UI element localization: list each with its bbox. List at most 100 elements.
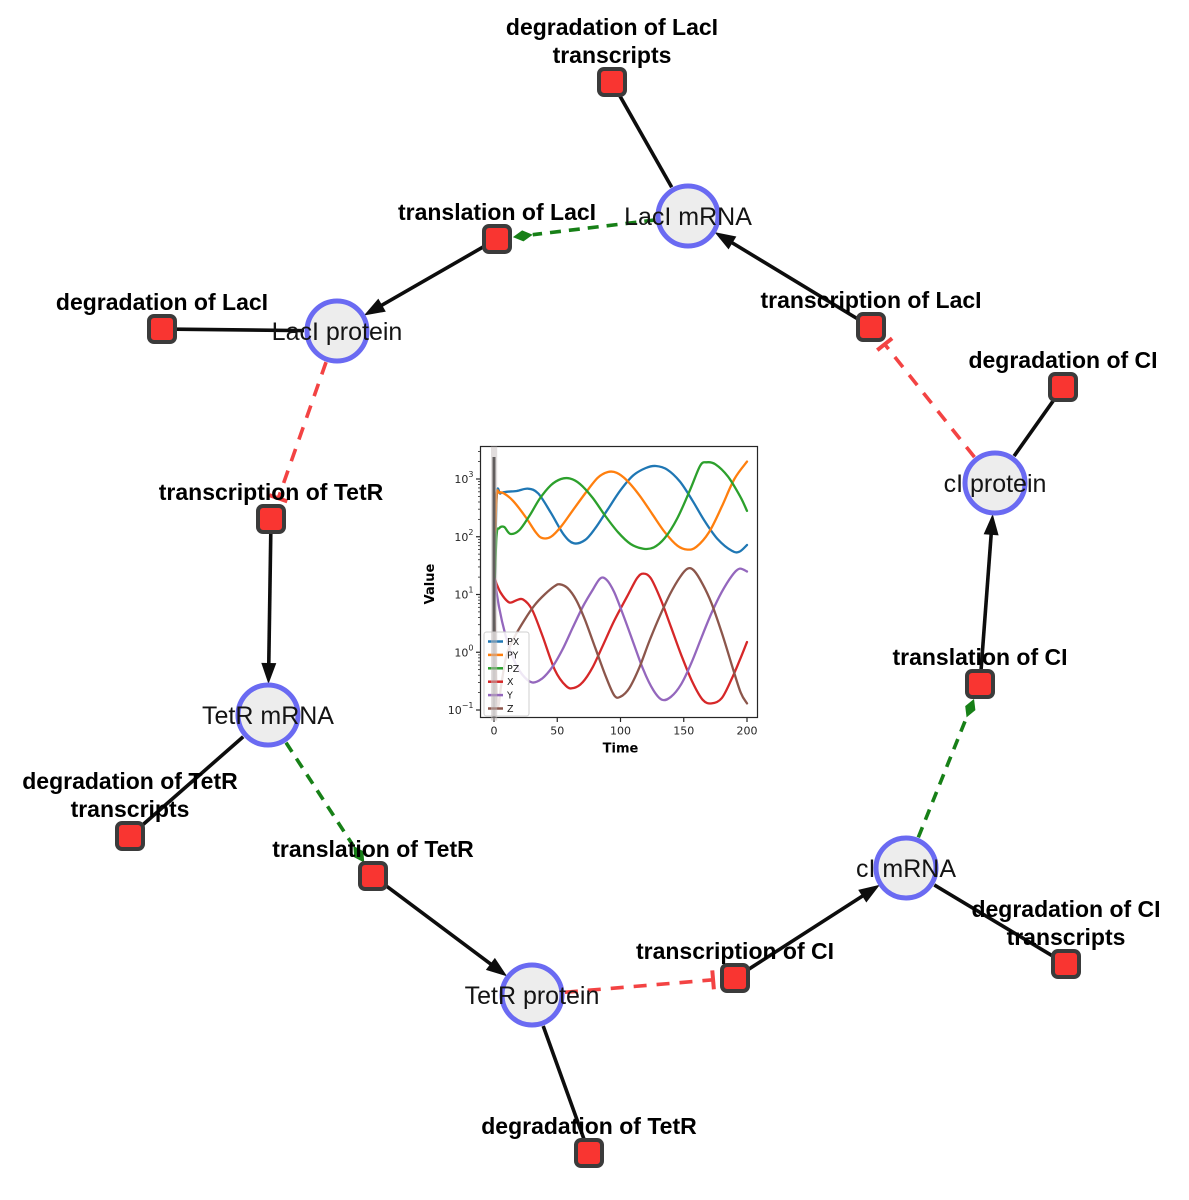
edge-tetr-protein-deg-tetr[interactable] [541, 1025, 586, 1141]
reaction-square[interactable] [1048, 372, 1078, 402]
edge-laci-mrna-deg-laci-transcripts[interactable] [617, 93, 674, 189]
label-tx-tetr: transcription of TetR [159, 479, 384, 505]
edge-tl-laci-laci-protein[interactable] [363, 244, 486, 316]
edge-laci-protein-tx-tetr[interactable] [268, 361, 328, 504]
edge-ci-mrna-tl-ci[interactable] [916, 698, 976, 839]
legend-label-PX: PX [507, 637, 520, 648]
edge-ci-protein-tx-laci[interactable] [876, 336, 976, 459]
edge-tl-ci-ci-protein[interactable] [979, 513, 999, 671]
reaction-square[interactable] [256, 504, 286, 534]
y-tick-label: 10−1 [448, 701, 474, 717]
species-circle[interactable] [655, 183, 721, 249]
arrowhead [858, 884, 880, 903]
edge-laci-protein-deg-laci[interactable] [175, 327, 305, 333]
reaction-node-tx-ci[interactable] [720, 963, 750, 993]
edge-tl-tetr-tetr-protein[interactable] [383, 882, 508, 977]
species-circle[interactable] [304, 298, 370, 364]
reaction-square[interactable] [358, 861, 388, 891]
species-node-tetr-mrna[interactable] [235, 682, 301, 748]
label-tl-tetr: translation of TetR [272, 836, 474, 862]
reaction-node-tx-laci[interactable] [856, 312, 886, 342]
inhibitor-bar [876, 336, 894, 352]
species-node-ci-mrna[interactable] [873, 835, 939, 901]
reaction-node-tl-laci[interactable] [482, 224, 512, 254]
label-tx-ci: transcription of CI [636, 938, 834, 964]
plot-xlabel: Time [603, 742, 639, 757]
reaction-node-deg-laci[interactable] [147, 314, 177, 344]
plot-line-PZ [492, 460, 749, 602]
species-node-laci-mrna[interactable] [655, 183, 721, 249]
reaction-square[interactable] [1051, 949, 1081, 979]
reaction-square[interactable] [720, 963, 750, 993]
reaction-square[interactable] [147, 314, 177, 344]
reaction-node-deg-tetr[interactable] [574, 1138, 604, 1168]
label-tetr-protein: TetR protein [465, 982, 600, 1010]
y-tick-label: 100 [454, 643, 473, 659]
event-line-band [491, 446, 498, 721]
reaction-node-tx-tetr[interactable] [256, 504, 286, 534]
reaction-node-tl-ci[interactable] [965, 669, 995, 699]
label-ci-mrna: cI mRNA [856, 855, 956, 883]
plot-legend: PX PY PZ XYZ [483, 631, 530, 717]
edge-tetr-mrna-tl-tetr[interactable] [284, 741, 365, 863]
reaction-node-deg-ci-transcripts[interactable] [1051, 949, 1081, 979]
species-node-ci-protein[interactable] [962, 450, 1028, 516]
edge-tx-ci-ci-mrna[interactable] [745, 884, 880, 972]
reaction-node-deg-ci[interactable] [1048, 372, 1078, 402]
label-deg-laci: degradation of LacI [56, 289, 268, 315]
reaction-node-tl-tetr[interactable] [358, 861, 388, 891]
label-tl-ci: translation of CI [892, 644, 1067, 670]
legend-label-PY: PY [507, 650, 519, 661]
legend-label-PZ: PZ [507, 664, 520, 675]
plot-ylabel: Value [423, 563, 438, 604]
legend-label-Y: Y [506, 691, 513, 702]
x-tick-label: 0 [491, 725, 498, 738]
inhibitor-bar [268, 493, 288, 504]
label-laci-protein: LacI protein [272, 318, 403, 346]
reaction-node-deg-tetr-transcripts[interactable] [115, 821, 145, 851]
x-tick-label: 100 [610, 725, 631, 738]
label-deg-ci-transcripts-line2: transcripts [1007, 924, 1126, 950]
species-node-laci-protein[interactable] [304, 298, 370, 364]
species-circle[interactable] [962, 450, 1028, 516]
label-deg-laci-transcripts-line2: transcripts [553, 42, 672, 68]
nodes-layer [115, 67, 1081, 1168]
edge-tetr-mrna-deg-tetr-transcripts[interactable] [139, 735, 245, 829]
label-deg-tetr: degradation of TetR [481, 1113, 697, 1139]
y-tick-label: 101 [454, 586, 473, 602]
edge-ci-mrna-deg-ci-transcripts[interactable] [933, 883, 1055, 959]
edge-laci-mrna-tl-laci[interactable] [512, 218, 656, 242]
species-circle[interactable] [499, 962, 565, 1028]
arrowhead [983, 513, 999, 536]
y-tick-label: 102 [454, 528, 473, 544]
species-circle[interactable] [235, 682, 301, 748]
edge-tx-tetr-tetr-mrna[interactable] [261, 532, 277, 685]
x-tick-label: 50 [550, 725, 564, 738]
species-node-tetr-protein[interactable] [499, 962, 565, 1028]
label-ci-protein: cI protein [944, 470, 1047, 498]
edge-ci-protein-deg-ci[interactable] [1012, 397, 1057, 458]
reaction-square[interactable] [856, 312, 886, 342]
label-tl-laci: translation of LacI [398, 199, 596, 225]
plot-line-PY [492, 460, 749, 573]
arrowhead [485, 957, 508, 977]
plot-line-PX [492, 464, 749, 637]
species-circle[interactable] [873, 835, 939, 901]
plot-curves [492, 460, 749, 708]
label-deg-tetr-transcripts-line1: degradation of TetR [22, 768, 238, 794]
edge-tx-laci-laci-mrna[interactable] [714, 232, 860, 322]
reaction-square[interactable] [115, 821, 145, 851]
x-tick-label: 150 [673, 725, 694, 738]
reaction-square[interactable] [574, 1138, 604, 1168]
legend-label-X: X [507, 677, 514, 688]
edge-tetr-protein-tx-ci[interactable] [564, 970, 716, 995]
label-tx-laci: transcription of LacI [760, 287, 981, 313]
arrowhead [714, 232, 737, 250]
reaction-square[interactable] [965, 669, 995, 699]
arrowhead [363, 298, 386, 316]
reaction-square[interactable] [597, 67, 627, 97]
reaction-node-deg-laci-transcripts[interactable] [597, 67, 627, 97]
edges-layer [139, 93, 1057, 1141]
reaction-square[interactable] [482, 224, 512, 254]
